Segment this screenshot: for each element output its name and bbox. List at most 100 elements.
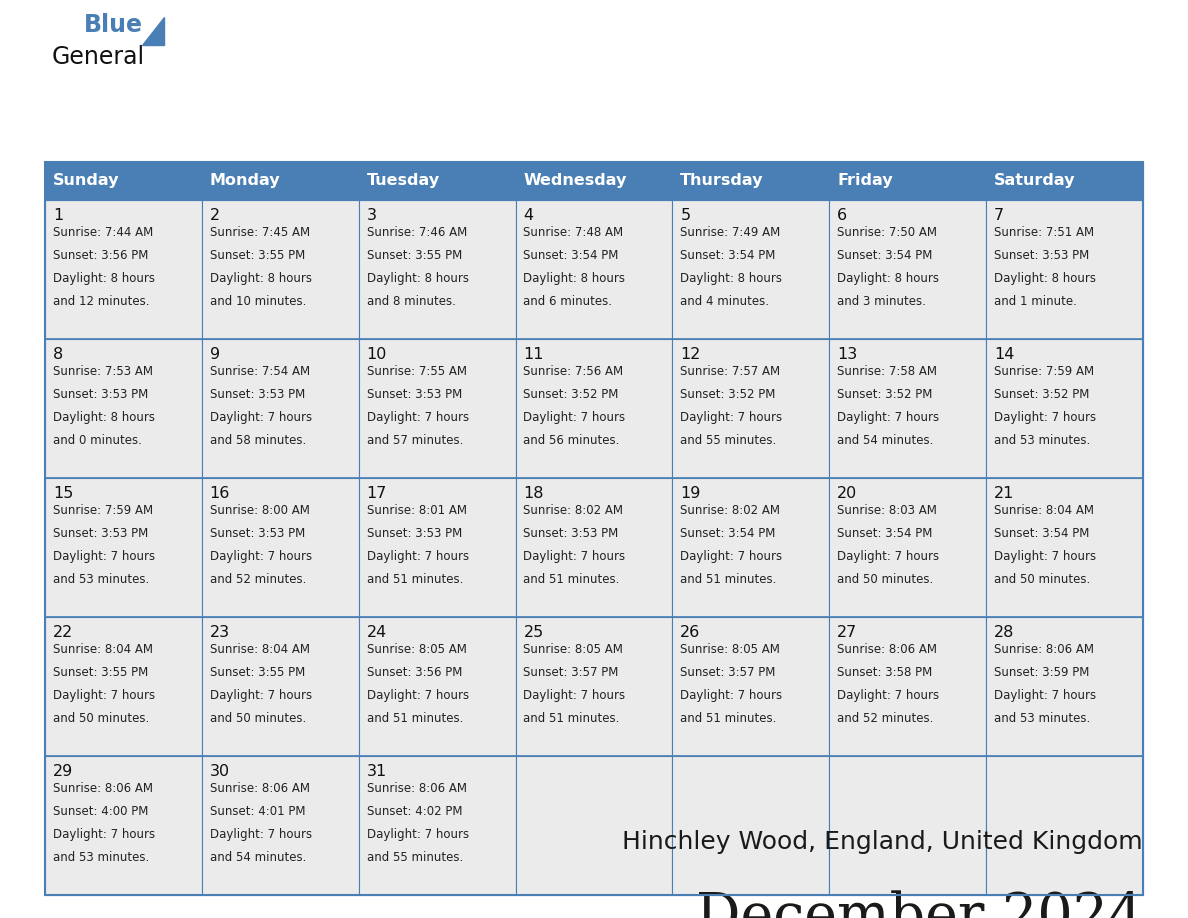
Text: Sunrise: 8:06 AM: Sunrise: 8:06 AM — [210, 782, 310, 795]
Text: Sunrise: 7:55 AM: Sunrise: 7:55 AM — [367, 365, 467, 378]
Text: Sunset: 3:55 PM: Sunset: 3:55 PM — [210, 666, 305, 679]
Text: Sunrise: 8:02 AM: Sunrise: 8:02 AM — [681, 504, 781, 517]
Text: Sunrise: 8:04 AM: Sunrise: 8:04 AM — [994, 504, 1094, 517]
Text: 16: 16 — [210, 486, 230, 501]
Text: and 51 minutes.: and 51 minutes. — [367, 711, 463, 725]
Bar — [516, 478, 672, 617]
Bar — [829, 162, 986, 200]
Bar — [202, 200, 359, 339]
Text: Sunset: 3:54 PM: Sunset: 3:54 PM — [838, 249, 933, 262]
Bar — [202, 162, 359, 200]
Bar — [516, 162, 672, 200]
Text: General: General — [52, 45, 145, 69]
Bar — [359, 339, 516, 478]
Text: 30: 30 — [210, 764, 229, 779]
Text: and 8 minutes.: and 8 minutes. — [367, 295, 455, 308]
Bar — [359, 200, 516, 339]
Text: Sunset: 3:53 PM: Sunset: 3:53 PM — [210, 527, 305, 540]
Text: 11: 11 — [524, 347, 544, 362]
Text: and 58 minutes.: and 58 minutes. — [210, 434, 307, 447]
Text: 20: 20 — [838, 486, 858, 501]
Bar — [829, 478, 986, 617]
Text: Tuesday: Tuesday — [367, 174, 440, 188]
Text: 25: 25 — [524, 625, 544, 640]
Text: Wednesday: Wednesday — [524, 174, 627, 188]
Text: Sunset: 3:58 PM: Sunset: 3:58 PM — [838, 666, 933, 679]
Text: and 4 minutes.: and 4 minutes. — [681, 295, 770, 308]
Text: 18: 18 — [524, 486, 544, 501]
Text: Sunrise: 7:45 AM: Sunrise: 7:45 AM — [210, 226, 310, 239]
Text: and 55 minutes.: and 55 minutes. — [367, 851, 463, 864]
Text: Daylight: 8 hours: Daylight: 8 hours — [838, 272, 940, 285]
Text: and 10 minutes.: and 10 minutes. — [210, 295, 307, 308]
Text: 27: 27 — [838, 625, 858, 640]
Text: and 54 minutes.: and 54 minutes. — [210, 851, 307, 864]
Text: Daylight: 7 hours: Daylight: 7 hours — [210, 411, 311, 424]
Text: and 50 minutes.: and 50 minutes. — [210, 711, 307, 725]
Text: and 56 minutes.: and 56 minutes. — [524, 434, 620, 447]
Text: and 52 minutes.: and 52 minutes. — [210, 573, 307, 586]
Text: Sunset: 3:55 PM: Sunset: 3:55 PM — [367, 249, 462, 262]
Text: 3: 3 — [367, 208, 377, 223]
Text: Daylight: 7 hours: Daylight: 7 hours — [681, 688, 783, 702]
Bar — [986, 756, 1143, 895]
Bar — [516, 200, 672, 339]
Text: 1: 1 — [52, 208, 63, 223]
Text: Sunset: 3:55 PM: Sunset: 3:55 PM — [52, 666, 148, 679]
Text: and 1 minute.: and 1 minute. — [994, 295, 1076, 308]
Text: Daylight: 7 hours: Daylight: 7 hours — [210, 688, 311, 702]
Text: and 51 minutes.: and 51 minutes. — [367, 573, 463, 586]
Text: Sunrise: 7:59 AM: Sunrise: 7:59 AM — [994, 365, 1094, 378]
Text: Sunset: 4:00 PM: Sunset: 4:00 PM — [52, 805, 148, 818]
Text: Daylight: 7 hours: Daylight: 7 hours — [524, 550, 626, 563]
Text: Sunset: 3:57 PM: Sunset: 3:57 PM — [681, 666, 776, 679]
Text: Daylight: 7 hours: Daylight: 7 hours — [838, 411, 940, 424]
Bar — [672, 617, 829, 756]
Text: and 50 minutes.: and 50 minutes. — [52, 711, 148, 725]
Bar — [45, 200, 202, 339]
Text: and 3 minutes.: and 3 minutes. — [838, 295, 925, 308]
Text: and 52 minutes.: and 52 minutes. — [838, 711, 934, 725]
Text: and 50 minutes.: and 50 minutes. — [838, 573, 934, 586]
Text: Sunrise: 7:54 AM: Sunrise: 7:54 AM — [210, 365, 310, 378]
Text: Sunset: 4:01 PM: Sunset: 4:01 PM — [210, 805, 305, 818]
Text: Monday: Monday — [210, 174, 280, 188]
Text: Sunrise: 8:02 AM: Sunrise: 8:02 AM — [524, 504, 624, 517]
Text: 21: 21 — [994, 486, 1015, 501]
Bar — [672, 339, 829, 478]
Text: Daylight: 7 hours: Daylight: 7 hours — [367, 828, 469, 841]
Text: Hinchley Wood, England, United Kingdom: Hinchley Wood, England, United Kingdom — [623, 830, 1143, 854]
Text: and 53 minutes.: and 53 minutes. — [994, 434, 1091, 447]
Text: 22: 22 — [52, 625, 74, 640]
Text: 17: 17 — [367, 486, 387, 501]
Bar — [986, 617, 1143, 756]
Text: Daylight: 7 hours: Daylight: 7 hours — [838, 688, 940, 702]
Text: December 2024: December 2024 — [696, 890, 1143, 918]
Text: 9: 9 — [210, 347, 220, 362]
Text: Sunrise: 8:06 AM: Sunrise: 8:06 AM — [994, 643, 1094, 656]
Text: 23: 23 — [210, 625, 229, 640]
Text: Sunset: 4:02 PM: Sunset: 4:02 PM — [367, 805, 462, 818]
Text: Sunset: 3:52 PM: Sunset: 3:52 PM — [838, 388, 933, 401]
Bar — [829, 756, 986, 895]
Text: 13: 13 — [838, 347, 858, 362]
Bar — [359, 478, 516, 617]
Bar — [829, 339, 986, 478]
Text: Sunrise: 8:03 AM: Sunrise: 8:03 AM — [838, 504, 937, 517]
Bar — [516, 339, 672, 478]
Text: Sunset: 3:53 PM: Sunset: 3:53 PM — [367, 527, 462, 540]
Text: 5: 5 — [681, 208, 690, 223]
Text: 19: 19 — [681, 486, 701, 501]
Text: Sunday: Sunday — [52, 174, 119, 188]
Text: Sunset: 3:55 PM: Sunset: 3:55 PM — [210, 249, 305, 262]
Bar — [359, 756, 516, 895]
Text: Friday: Friday — [838, 174, 892, 188]
Text: 12: 12 — [681, 347, 701, 362]
Text: and 54 minutes.: and 54 minutes. — [838, 434, 934, 447]
Text: and 51 minutes.: and 51 minutes. — [681, 573, 777, 586]
Text: Sunrise: 8:06 AM: Sunrise: 8:06 AM — [367, 782, 467, 795]
Text: Daylight: 7 hours: Daylight: 7 hours — [367, 411, 469, 424]
Bar — [516, 756, 672, 895]
Text: Sunset: 3:53 PM: Sunset: 3:53 PM — [52, 388, 148, 401]
Text: Sunset: 3:53 PM: Sunset: 3:53 PM — [52, 527, 148, 540]
